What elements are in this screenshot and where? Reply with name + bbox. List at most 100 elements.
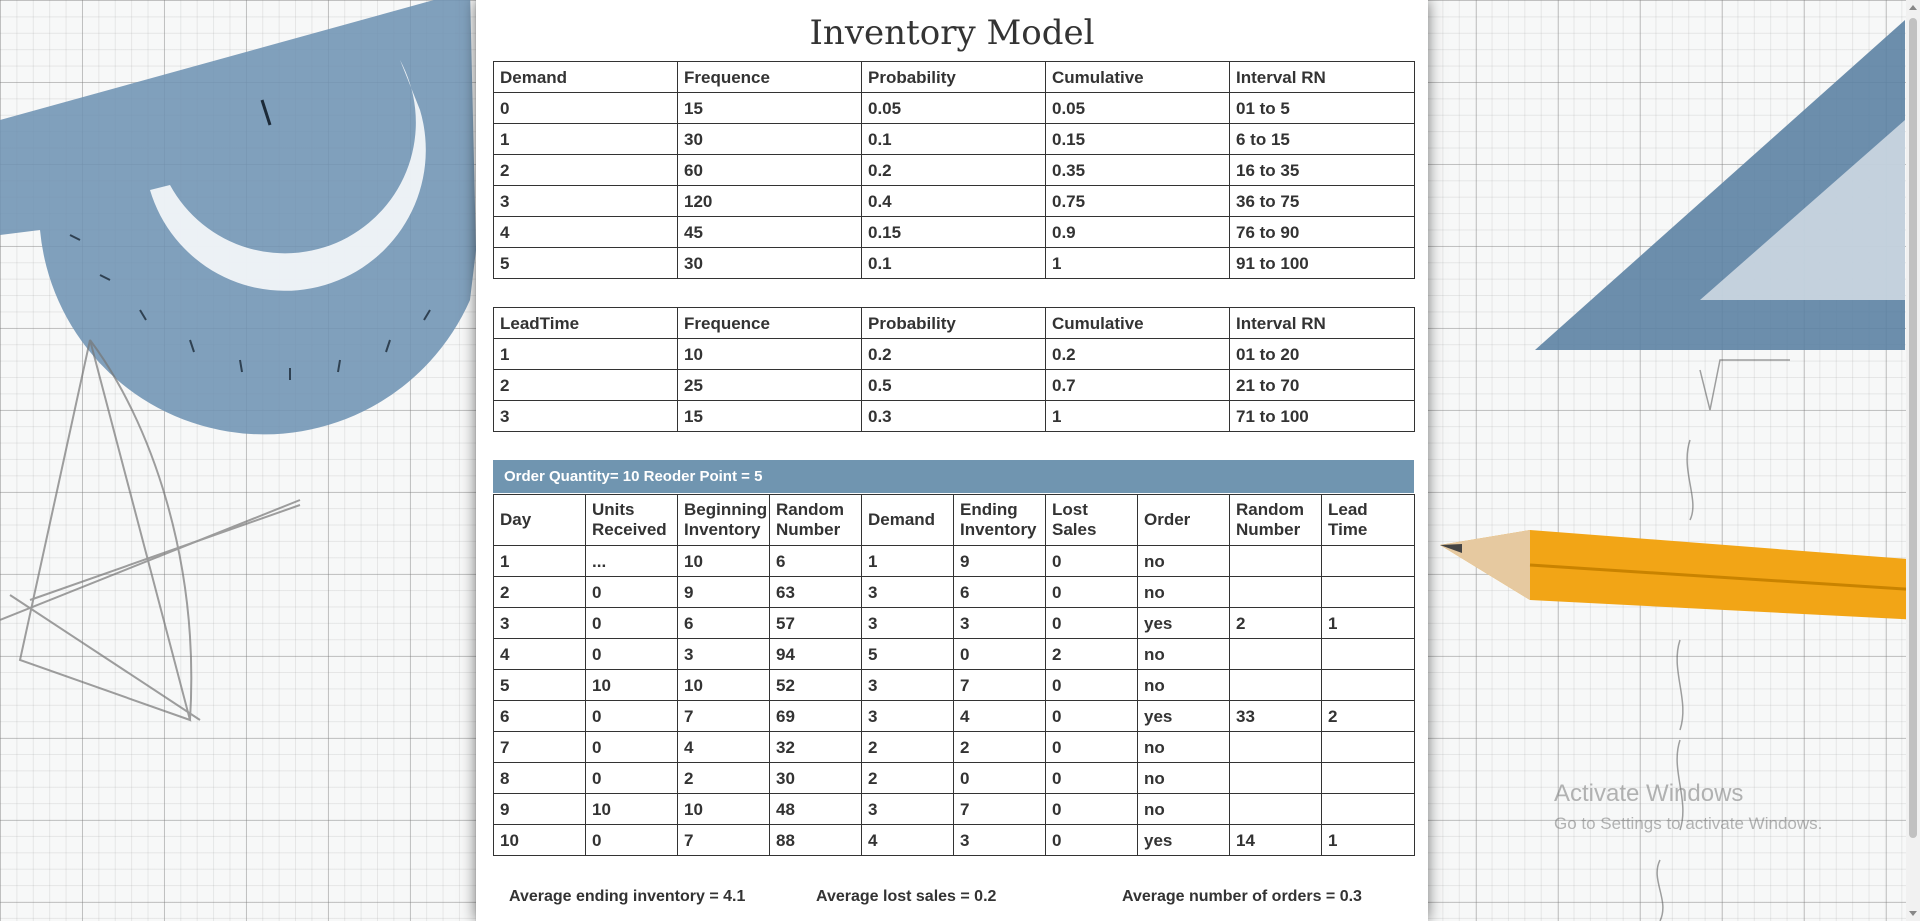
table-cell: 3 [953,824,1046,856]
table-cell: 2 [1229,607,1322,639]
table-cell: 01 to 20 [1229,338,1415,370]
table-cell: 6 to 15 [1229,123,1415,155]
table-cell: 1 [493,123,678,155]
table-cell [1321,545,1415,577]
table-cell: 9 [953,545,1046,577]
table-row: 7 0 4 32 2 2 0 no [493,731,1415,763]
table-cell: 10 [677,669,770,701]
page-scrollbar[interactable] [1906,0,1920,921]
table-row: 2 60 0.2 0.35 16 to 35 [493,154,1415,186]
table-cell [1229,669,1322,701]
page-title: Inventory Model [809,13,1095,53]
table-cell: 5 [493,247,678,279]
table-cell: 3 [861,576,954,608]
table-cell: 3 [861,669,954,701]
table-cell: 0.2 [861,154,1046,186]
table-cell: 32 [769,731,862,763]
table-cell [1229,576,1322,608]
sketch-drawing-icon [0,339,301,722]
table-cell: 63 [769,576,862,608]
table-cell: 3 [677,638,770,670]
table-cell: 7 [493,731,586,763]
table-cell: 2 [861,731,954,763]
table-cell [1321,576,1415,608]
table-cell: 120 [677,185,862,217]
table-header-row: Day Units Received Beginning Inventory R… [493,494,1415,546]
table-cell: 60 [677,154,862,186]
column-header: Demand [861,494,954,546]
table-cell: 10 [677,338,862,370]
scrollbar-thumb[interactable] [1909,18,1917,838]
lead-time-table: LeadTime Frequence Probability Cumulativ… [493,307,1415,432]
table-cell: 3 [953,607,1046,639]
table-cell: 6 [677,607,770,639]
table-cell: 0 [1045,576,1138,608]
table-cell: 0.75 [1045,185,1230,217]
table-cell: 0.3 [861,400,1046,432]
average-number-of-orders: Average number of orders = 0.3 [1122,888,1362,905]
column-header: Order [1137,494,1230,546]
column-header: Cumulative [1045,307,1230,339]
table-cell: 0 [493,92,678,124]
column-header: Interval RN [1229,307,1415,339]
table-header-row: LeadTime Frequence Probability Cumulativ… [493,307,1415,339]
table-cell: 48 [769,793,862,825]
table-cell: 3 [861,607,954,639]
table-cell: 0.1 [861,123,1046,155]
pencil-icon [1440,530,1920,620]
table-row: 5 30 0.1 1 91 to 100 [493,247,1415,279]
table-cell: 57 [769,607,862,639]
table-cell: 2 [493,154,678,186]
table-header-row: Demand Frequence Probability Cumulative … [493,61,1415,93]
scroll-up-icon[interactable] [1909,5,1917,10]
column-header: Random Number [769,494,862,546]
table-cell: 1 [493,545,586,577]
column-header: Day [493,494,586,546]
table-row: 10 0 7 88 4 3 0 yes 14 1 [493,824,1415,856]
table-row: 4 0 3 94 5 0 2 no [493,638,1415,670]
table-cell: 0 [585,700,678,732]
table-row: 5 10 10 52 3 7 0 no [493,669,1415,701]
table-cell: 0 [1045,669,1138,701]
table-cell: 7 [677,824,770,856]
table-cell: 1 [1321,824,1415,856]
table-row: 1... 10 6 1 9 0 no [493,545,1415,577]
table-cell: 30 [769,762,862,794]
watermark-subtitle: Go to Settings to activate Windows. [1554,814,1823,833]
table-cell: 10 [585,669,678,701]
scroll-down-icon[interactable] [1909,911,1917,916]
table-row: 9 10 10 48 3 7 0 no [493,793,1415,825]
table-cell: 0.05 [1045,92,1230,124]
column-header: Lost Sales [1045,494,1138,546]
table-cell: 0 [953,638,1046,670]
table-cell: 1 [1321,607,1415,639]
table-row: 2 0 9 63 3 6 0 no [493,576,1415,608]
table-cell: 16 to 35 [1229,154,1415,186]
table-row: 2 25 0.5 0.7 21 to 70 [493,369,1415,401]
table-row: 6 0 7 69 3 4 0 yes 33 2 [493,700,1415,732]
table-cell: 2 [1321,700,1415,732]
table-cell: 6 [493,700,586,732]
table-cell: 10 [585,793,678,825]
table-row: 3 120 0.4 0.75 36 to 75 [493,185,1415,217]
table-cell: 3 [493,607,586,639]
table-cell: 9 [493,793,586,825]
table-cell: 2 [677,762,770,794]
table-cell: 01 to 5 [1229,92,1415,124]
table-row: 1 30 0.1 0.15 6 to 15 [493,123,1415,155]
table-cell: 0 [1045,700,1138,732]
table-cell: no [1137,669,1230,701]
table-cell: 0 [585,731,678,763]
table-cell: 0.4 [861,185,1046,217]
table-cell: 88 [769,824,862,856]
table-cell [1229,731,1322,763]
column-header: Lead Time [1321,494,1415,546]
table-cell: no [1137,762,1230,794]
table-cell: 52 [769,669,862,701]
table-cell: 45 [677,216,862,248]
column-header: Cumulative [1045,61,1230,93]
table-cell [1321,669,1415,701]
table-cell: no [1137,576,1230,608]
table-cell: 4 [493,638,586,670]
table-cell: 30 [677,123,862,155]
